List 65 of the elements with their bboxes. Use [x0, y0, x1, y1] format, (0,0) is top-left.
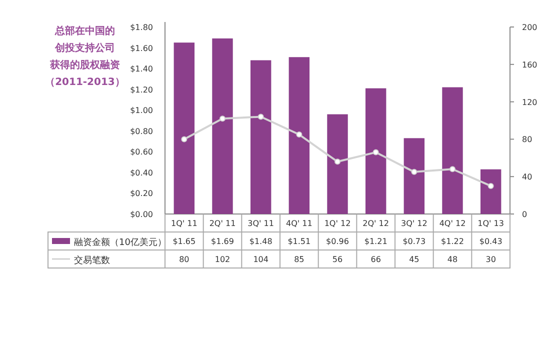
- x-tick-label: 1Q' 12: [324, 219, 351, 228]
- y-tick-label: $1.80: [130, 23, 153, 32]
- data-label: $1.51: [288, 237, 311, 246]
- data-label: $1.21: [364, 237, 388, 246]
- x-tick-label: 3Q' 12: [401, 219, 428, 228]
- legend-label: 融资金额（10亿美元）: [74, 237, 166, 248]
- data-label: 45: [409, 255, 420, 264]
- point: [450, 166, 456, 172]
- point: [181, 136, 188, 142]
- data-label: 48: [447, 255, 458, 264]
- legend-label: 交易笔数: [74, 255, 110, 266]
- y-tick-label: $1.40: [130, 64, 153, 74]
- y-tick-label: $1.20: [130, 85, 153, 94]
- data-label: 80: [179, 255, 190, 264]
- point: [488, 182, 494, 189]
- data-label: $0.43: [479, 237, 502, 246]
- point: [258, 114, 264, 120]
- y2-tick-label: 40: [522, 172, 532, 182]
- point: [372, 149, 379, 156]
- point: [296, 132, 302, 138]
- data-label: $1.22: [441, 237, 464, 246]
- text: （2011-2013）: [45, 77, 125, 88]
- y-tick-label: $0.80: [130, 126, 153, 136]
- point: [220, 116, 226, 122]
- point: [334, 158, 340, 165]
- bar: [442, 87, 463, 214]
- data-label: $1.48: [249, 237, 272, 246]
- x-tick-label: 1Q' 11: [171, 219, 198, 228]
- data-label: 104: [253, 255, 268, 264]
- data-label: 56: [332, 255, 343, 264]
- x-tick-label: 2Q' 11: [209, 219, 236, 228]
- x-tick-label: 1Q' 13: [478, 219, 504, 228]
- bar: [404, 138, 425, 214]
- bar: [174, 42, 195, 214]
- data-label: $0.96: [326, 237, 349, 246]
- title: 总部在中国的创投支持公司获得的股权融资: [50, 26, 120, 71]
- y2-tick-label: 200: [522, 23, 538, 32]
- data-label: $1.69: [211, 237, 234, 246]
- bar: [480, 169, 502, 214]
- y-tick-label: $0.00: [130, 210, 153, 219]
- y2-tick-label: 0: [522, 210, 528, 219]
- point: [411, 168, 418, 175]
- y2-tick-label: 120: [522, 98, 538, 107]
- y2-tick-label: 80: [522, 135, 532, 144]
- x-tick-label: 4Q' 11: [286, 219, 312, 228]
- bar: [365, 88, 386, 214]
- y-tick-label: $1.60: [130, 44, 153, 53]
- y-tick-label: $1.00: [130, 106, 153, 116]
- y-tick-label: $0.20: [130, 189, 153, 198]
- data-label: $1.65: [172, 237, 196, 246]
- data-label: 102: [214, 255, 230, 264]
- data-label: 30: [486, 255, 496, 264]
- y-tick-label: $0.60: [130, 148, 153, 157]
- bar: [288, 57, 310, 214]
- data-label: 85: [294, 255, 304, 264]
- x-tick-label: 2Q' 12: [362, 219, 389, 228]
- bar: [212, 38, 233, 214]
- bar: [250, 60, 272, 214]
- bar: [327, 114, 348, 214]
- y2-tick-label: 160: [522, 60, 538, 70]
- x-tick-label: 4Q' 12: [439, 219, 466, 228]
- x-tick-label: 3Q' 11: [248, 219, 274, 228]
- data-label: 66: [370, 255, 381, 264]
- y-tick-label: $0.40: [130, 168, 153, 178]
- data-label: $0.73: [402, 237, 426, 246]
